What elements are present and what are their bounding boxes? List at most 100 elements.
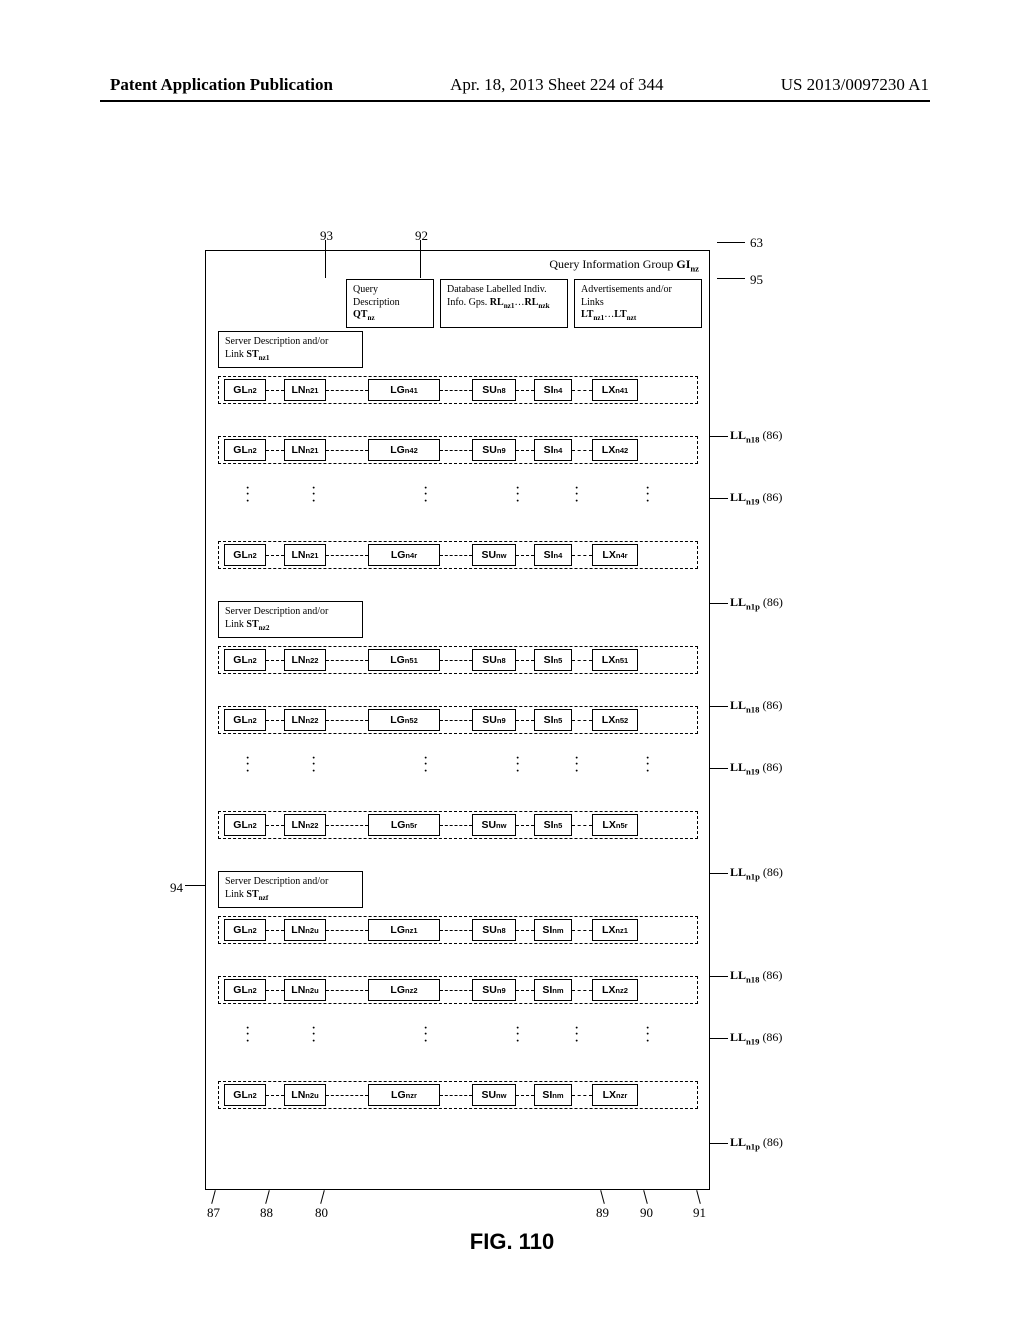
row-wrap: GLn2LNn2uLGnz1SUn8SInmLXnz1: [218, 916, 698, 944]
callout-94: 94: [170, 880, 183, 896]
cell: LXn52: [592, 709, 638, 731]
row: GLn2LNn22LGn51SUn8SIn5LXn51: [218, 649, 698, 671]
cell: SIn4: [534, 544, 572, 566]
callout-95: 95: [750, 272, 763, 288]
cell: GLn2: [224, 919, 266, 941]
figure-caption: FIG. 110: [0, 1229, 1024, 1255]
vdots: ···: [311, 756, 316, 775]
callout-90: 90: [640, 1205, 653, 1221]
leader-92: [420, 240, 421, 278]
cell: LGnz1: [368, 919, 440, 941]
callout-63: 63: [750, 235, 763, 251]
side-leader: [710, 603, 728, 604]
side-leader: [710, 768, 728, 769]
cell: LNn2u: [284, 1084, 326, 1106]
cell: LXnzr: [592, 1084, 638, 1106]
cell: GLn2: [224, 439, 266, 461]
callout-92: 92: [415, 228, 428, 244]
row: GLn2LNn22LGn5rSUnwSIn5LXn5r: [218, 814, 698, 836]
cell: GLn2: [224, 649, 266, 671]
row: GLn2LNn2uLGnz1SUn8SInmLXnz1: [218, 919, 698, 941]
page-header: Patent Application Publication Apr. 18, …: [0, 75, 1024, 95]
cell: GLn2: [224, 814, 266, 836]
vdots: ···: [245, 1026, 250, 1045]
side-leader: [710, 976, 728, 977]
header-right: US 2013/0097230 A1: [781, 75, 929, 95]
side-leader: [710, 1143, 728, 1144]
vdots: ···: [574, 756, 579, 775]
vdots: ···: [515, 1026, 520, 1045]
row: GLn2LNn22LGn52SUn9SIn5LXn52: [218, 709, 698, 731]
side-leader: [710, 873, 728, 874]
leader-93: [325, 240, 326, 278]
row-wrap: GLn2LNn22LGn52SUn9SIn5LXn52: [218, 706, 698, 734]
section: Server Description and/orLink STnz2GLn2L…: [218, 601, 698, 638]
cell: GLn2: [224, 709, 266, 731]
dots-row: ··················: [218, 486, 698, 514]
cell: SIn4: [534, 379, 572, 401]
vdots: ···: [645, 1026, 650, 1045]
cell: LGn52: [368, 709, 440, 731]
server-box: Server Description and/orLink STnz2: [218, 601, 363, 638]
callout-80: 80: [315, 1205, 328, 1221]
side-leader: [710, 498, 728, 499]
vdots: ···: [515, 756, 520, 775]
diagram: Query Information Group GInz Query Descr…: [205, 250, 730, 1200]
server-box: Server Description and/orLink STnz1: [218, 331, 363, 368]
cell: LXn4r: [592, 544, 638, 566]
outer-box: Query Information Group GInz Query Descr…: [205, 250, 710, 1190]
vdots: ···: [423, 486, 428, 505]
cell: SUn9: [472, 979, 516, 1001]
vdots: ···: [645, 486, 650, 505]
row-wrap: GLn2LNn2uLGnzrSUnwSInmLXnzr: [218, 1081, 698, 1109]
vdots: ···: [645, 756, 650, 775]
side-leader: [710, 436, 728, 437]
side-label: LLn1p (86): [730, 1135, 810, 1151]
cell: LGn41: [368, 379, 440, 401]
row: GLn2LNn21LGn4rSUnwSIn4LXn4r: [218, 544, 698, 566]
vdots: ···: [311, 486, 316, 505]
cell: LNn22: [284, 649, 326, 671]
vdots: ···: [574, 486, 579, 505]
side-label: LLn1p (86): [730, 595, 810, 611]
side-leader: [710, 706, 728, 707]
cell: LNn21: [284, 544, 326, 566]
cell: LGn5r: [368, 814, 440, 836]
callout-91: 91: [693, 1205, 706, 1221]
cell: LXnz2: [592, 979, 638, 1001]
qig-label: Query Information Group GInz: [549, 257, 699, 273]
server-box: Server Description and/orLink STnzf: [218, 871, 363, 908]
side-label: LLn18 (86): [730, 428, 810, 444]
row: GLn2LNn21LGn42SUn9SIn4LXn42: [218, 439, 698, 461]
cell: LNn22: [284, 709, 326, 731]
side-label: LLn1p (86): [730, 865, 810, 881]
callout-89: 89: [596, 1205, 609, 1221]
cell: LNn21: [284, 439, 326, 461]
vdots: ···: [574, 1026, 579, 1045]
cell: LNn2u: [284, 979, 326, 1001]
top-box-query: Query Description QTnz: [346, 279, 434, 328]
cell: SUn9: [472, 439, 516, 461]
callout-93: 93: [320, 228, 333, 244]
vdots: ···: [515, 486, 520, 505]
section: Server Description and/orLink STnzfGLn2L…: [218, 871, 698, 908]
row-wrap: GLn2LNn2uLGnz2SUn9SInmLXnz2: [218, 976, 698, 1004]
cell: SUnw: [472, 1084, 516, 1106]
cell: SIn5: [534, 649, 572, 671]
cell: LGnzr: [368, 1084, 440, 1106]
cell: GLn2: [224, 379, 266, 401]
row: GLn2LNn2uLGnzrSUnwSInmLXnzr: [218, 1084, 698, 1106]
cell: LNn22: [284, 814, 326, 836]
cell: SUnw: [472, 814, 516, 836]
cell: SUnw: [472, 544, 516, 566]
callout-87: 87: [207, 1205, 220, 1221]
cell: GLn2: [224, 979, 266, 1001]
leader-95: [717, 278, 745, 279]
header-rule: [100, 100, 930, 102]
dots-row: ··················: [218, 1026, 698, 1054]
cell: LGn42: [368, 439, 440, 461]
vdots: ···: [423, 756, 428, 775]
top-box-db: Database Labelled Indiv. Info. Gps. RLnz…: [440, 279, 568, 328]
side-label: LLn18 (86): [730, 968, 810, 984]
leader-94: [185, 885, 205, 886]
